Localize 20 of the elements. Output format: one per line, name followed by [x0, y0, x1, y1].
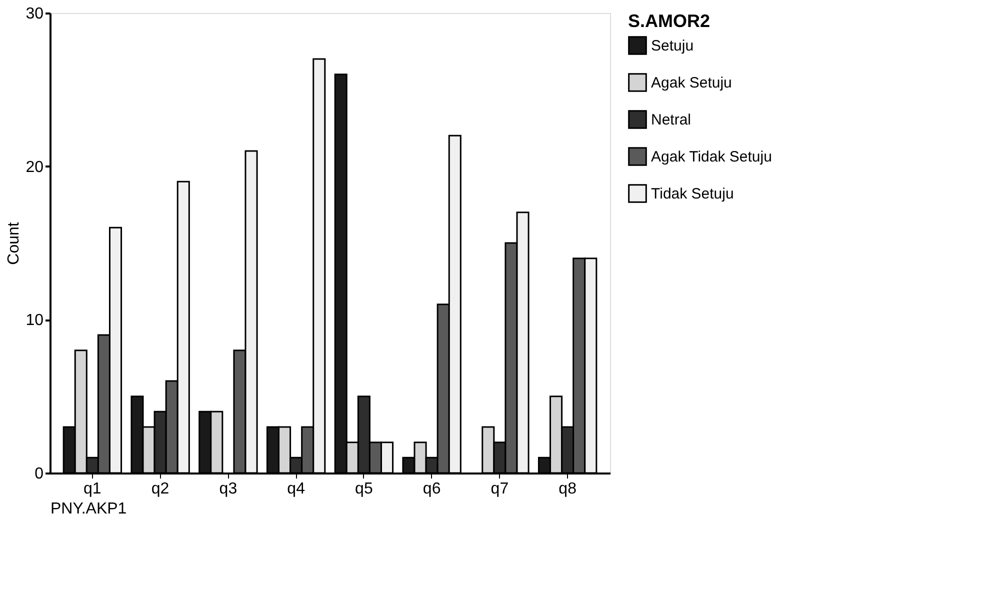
x-tick-label: q1	[84, 480, 102, 498]
x-tick-label: q2	[151, 480, 170, 498]
x-tick-label: q5	[355, 480, 373, 498]
legend-title: S.AMOR2	[628, 11, 710, 31]
y-tick-label: 30	[26, 6, 44, 22]
legend-label: Setuju	[651, 38, 694, 54]
y-tick-label: 20	[26, 158, 44, 176]
legend-label: Netral	[651, 112, 692, 128]
x-tick-label: q7	[490, 480, 509, 498]
x-tick-label: q3	[219, 480, 238, 498]
legend-label: Tidak Setuju	[651, 186, 734, 202]
legend-label: Agak Tidak Setuju	[651, 148, 772, 166]
y-axis-title: Count	[6, 222, 23, 265]
x-tick-label: q6	[422, 480, 441, 498]
x-tick-label: q8	[558, 480, 577, 498]
x-tick-label: q4	[287, 480, 306, 498]
legend-label: Agak Setuju	[651, 74, 732, 92]
y-tick-label: 10	[26, 312, 44, 330]
y-tick-label: 0	[34, 466, 44, 482]
x-axis-title: PNY.AKP1	[50, 500, 127, 518]
